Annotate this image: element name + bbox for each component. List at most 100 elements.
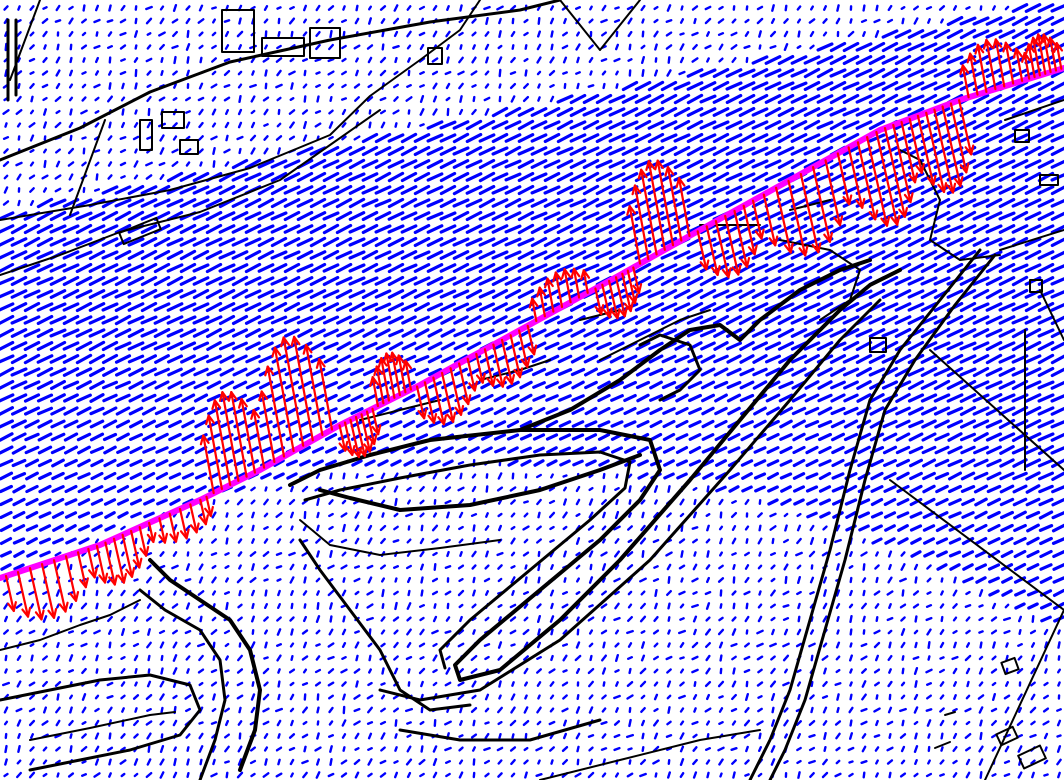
flow-vector xyxy=(158,576,166,584)
flow-vector xyxy=(978,706,984,714)
flow-vector xyxy=(491,120,509,130)
flow-vector xyxy=(496,486,504,492)
flow-vector xyxy=(933,379,951,391)
flow-vector xyxy=(634,184,652,196)
flow-vector xyxy=(595,211,613,221)
flow-vector xyxy=(666,694,672,700)
flow-vector xyxy=(829,263,847,273)
flow-vector xyxy=(816,94,834,104)
building xyxy=(139,119,153,151)
flow-vector xyxy=(154,367,170,377)
flow-vector xyxy=(388,328,404,338)
flow-vector xyxy=(756,681,764,687)
flow-vector xyxy=(24,445,40,455)
flow-vector xyxy=(309,197,327,209)
flow-vector xyxy=(400,185,418,195)
flow-vector xyxy=(497,577,503,583)
flow-vector xyxy=(478,158,496,170)
flow-vector xyxy=(1037,94,1055,104)
flow-vector xyxy=(991,720,997,726)
flow-vector xyxy=(185,43,191,51)
flow-vector xyxy=(65,524,77,532)
flow-vector xyxy=(704,707,712,713)
flow-vector xyxy=(829,315,847,325)
flow-vector xyxy=(601,563,607,571)
flow-vector xyxy=(400,302,418,312)
flow-vector xyxy=(921,432,937,442)
flow-vector xyxy=(792,458,806,468)
flow-vector xyxy=(49,328,67,338)
flow-vector xyxy=(419,720,425,726)
flow-vector xyxy=(354,96,360,102)
flow-vector xyxy=(725,289,743,299)
flow-vector xyxy=(831,458,845,468)
flow-vector xyxy=(589,563,593,571)
flow-vector xyxy=(181,406,195,416)
flow-vector xyxy=(120,694,126,700)
flow-vector xyxy=(225,537,229,545)
flow-vector xyxy=(927,18,931,24)
flow-vector xyxy=(1024,380,1042,390)
flow-vector xyxy=(575,641,581,649)
flow-vector xyxy=(842,250,860,260)
flow-vector xyxy=(38,498,52,506)
flow-vector xyxy=(692,758,698,766)
flow-vector xyxy=(426,120,444,130)
flow-vector xyxy=(589,5,593,11)
flow-vector xyxy=(393,485,399,493)
flow-vector xyxy=(873,590,881,596)
flow-vector xyxy=(37,419,53,429)
flow-vector xyxy=(972,380,990,390)
flow-vector xyxy=(562,474,568,478)
flow-vector xyxy=(939,719,945,727)
flow-vector xyxy=(133,616,139,622)
flow-vector xyxy=(4,68,8,78)
flow-vector xyxy=(198,681,204,687)
flow-vector xyxy=(661,394,677,402)
flow-vector xyxy=(80,642,88,648)
flow-vector xyxy=(894,81,912,91)
flow-vector xyxy=(972,211,990,221)
flow-vector xyxy=(665,551,673,557)
flow-vector xyxy=(575,706,581,714)
flow-vector xyxy=(558,394,572,402)
flow-vector xyxy=(62,237,80,247)
flow-vector xyxy=(270,289,288,299)
flow-vector xyxy=(290,30,294,38)
parcel-line xyxy=(1004,99,1064,121)
flow-vector xyxy=(998,172,1016,182)
flow-vector xyxy=(730,511,738,519)
flow-vector xyxy=(16,173,22,181)
flow-vector xyxy=(197,590,205,596)
flow-vector xyxy=(608,315,626,325)
flow-vector xyxy=(836,693,840,701)
flow-vector xyxy=(180,367,196,377)
flow-vector xyxy=(452,120,470,130)
flow-vector xyxy=(822,681,828,687)
flow-vector xyxy=(62,224,80,234)
flow-vector xyxy=(452,159,470,169)
flow-vector xyxy=(119,148,127,154)
flow-vector xyxy=(328,539,334,543)
flow-vector xyxy=(276,628,282,636)
flow-vector xyxy=(258,328,274,338)
flow-vector xyxy=(584,380,598,390)
flow-vector xyxy=(557,328,573,338)
flow-vector xyxy=(1042,720,1050,726)
flow-vector xyxy=(107,70,113,76)
flow-vector xyxy=(653,511,659,519)
flow-vector xyxy=(796,590,802,596)
flow-vector xyxy=(705,628,711,636)
flow-vector xyxy=(348,289,366,299)
flow-vector xyxy=(296,263,314,273)
flow-vector xyxy=(94,538,100,544)
flow-vector xyxy=(23,380,41,390)
flow-vector xyxy=(440,328,456,338)
flow-vector xyxy=(626,681,634,687)
flow-vector xyxy=(133,578,139,582)
flow-vector xyxy=(894,289,912,299)
flow-vector xyxy=(572,446,584,454)
flow-vector xyxy=(870,471,884,481)
flow-vector xyxy=(562,511,568,519)
flow-vector xyxy=(505,315,521,325)
